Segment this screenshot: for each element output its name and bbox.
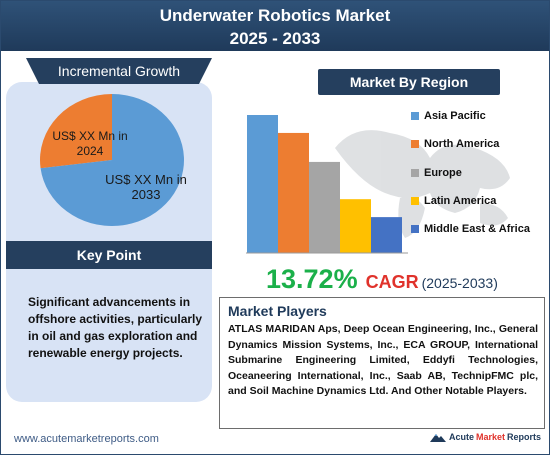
legend-swatch [411, 169, 419, 177]
region-bar-chart [246, 115, 510, 254]
footer-url[interactable]: www.acutemarketreports.com [14, 433, 159, 445]
incremental-growth-pie [40, 94, 184, 226]
pie-label-2033-line2: 2033 [131, 187, 161, 202]
pie-label-2024: US$ XX Mn in 2024 [44, 129, 136, 159]
cagr-readout: 13.72% CAGR (2025-2033) [266, 264, 498, 296]
bar-north-america [278, 132, 309, 253]
legend-item: Europe [411, 166, 462, 180]
logo-word-acute: Acute [449, 432, 475, 442]
legend-item: North America [411, 137, 499, 151]
incremental-growth-banner: Incremental Growth [26, 58, 212, 84]
market-players-box: Market Players ATLAS MARIDAN Aps, Deep O… [219, 297, 545, 429]
footer-logo: Acute Market Reports [430, 432, 541, 442]
market-players-title: Market Players [228, 303, 327, 319]
cagr-label: CAGR [365, 272, 419, 292]
legend-swatch [411, 140, 419, 148]
page-subtitle: 2025 - 2033 [229, 29, 321, 48]
bar-asia-pacific [247, 115, 278, 253]
world-map-backdrop [335, 130, 510, 238]
pie-label-2024-line1: US$ XX Mn in [52, 129, 128, 143]
market-players-text: ATLAS MARIDAN Aps, Deep Ocean Engineerin… [228, 323, 538, 397]
cagr-period: (2025-2033) [421, 275, 498, 291]
bar-latin-america [340, 199, 371, 253]
legend-swatch [411, 197, 419, 205]
mountain-logo-icon [430, 434, 446, 442]
bar-europe [309, 161, 340, 253]
pie-label-2033-line1: US$ XX Mn in [105, 172, 187, 187]
market-by-region-banner: Market By Region [318, 69, 500, 95]
page-header: Underwater Robotics Market 2025 - 2033 [1, 1, 549, 51]
pie-slice-2033 [40, 94, 184, 226]
legend-item: Middle East & Africa [411, 222, 530, 236]
logo-word-reports: Reports [507, 432, 542, 442]
legend-swatch [411, 225, 419, 233]
legend-label: North America [424, 138, 500, 150]
key-point-banner: Key Point [6, 241, 212, 269]
logo-word-market: Market [476, 432, 506, 442]
legend-label: Latin America [424, 195, 497, 207]
key-point-text: Significant advancements in offshore act… [28, 295, 203, 360]
cagr-value: 13.72% [266, 264, 358, 294]
legend-item: Latin America [411, 194, 496, 208]
legend-swatch [411, 112, 419, 120]
bar-middle-east-africa [371, 217, 402, 253]
pie-label-2024-line2: 2024 [76, 144, 104, 158]
legend-label: Europe [424, 167, 462, 179]
pie-label-2033: US$ XX Mn in 2033 [98, 172, 194, 202]
legend-item: Asia Pacific [411, 109, 486, 123]
legend-label: Asia Pacific [424, 110, 486, 122]
pie-slice-2024 [40, 94, 112, 169]
page-title: Underwater Robotics Market [159, 6, 391, 25]
legend-label: Middle East & Africa [424, 223, 530, 235]
